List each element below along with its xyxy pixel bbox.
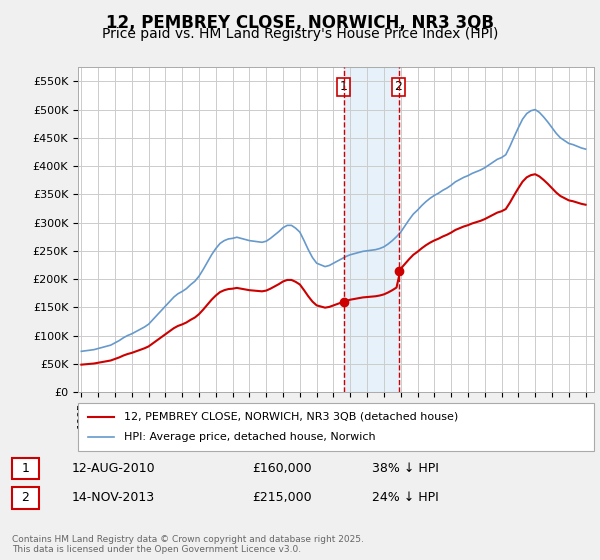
FancyBboxPatch shape xyxy=(12,458,39,479)
Text: 12, PEMBREY CLOSE, NORWICH, NR3 3QB (detached house): 12, PEMBREY CLOSE, NORWICH, NR3 3QB (det… xyxy=(124,412,458,422)
Text: 38% ↓ HPI: 38% ↓ HPI xyxy=(372,462,439,475)
Text: Price paid vs. HM Land Registry's House Price Index (HPI): Price paid vs. HM Land Registry's House … xyxy=(102,27,498,41)
Text: £215,000: £215,000 xyxy=(252,492,311,505)
Text: HPI: Average price, detached house, Norwich: HPI: Average price, detached house, Norw… xyxy=(124,432,376,442)
Text: 1: 1 xyxy=(340,80,348,93)
Text: 2: 2 xyxy=(395,80,403,93)
FancyBboxPatch shape xyxy=(12,487,39,508)
Text: 12-AUG-2010: 12-AUG-2010 xyxy=(72,462,155,475)
Bar xyxy=(344,67,398,392)
Text: £160,000: £160,000 xyxy=(252,462,311,475)
Text: Contains HM Land Registry data © Crown copyright and database right 2025.
This d: Contains HM Land Registry data © Crown c… xyxy=(12,535,364,554)
Text: 1: 1 xyxy=(21,462,29,475)
Text: 12, PEMBREY CLOSE, NORWICH, NR3 3QB: 12, PEMBREY CLOSE, NORWICH, NR3 3QB xyxy=(106,14,494,32)
Text: 24% ↓ HPI: 24% ↓ HPI xyxy=(372,492,439,505)
FancyBboxPatch shape xyxy=(78,403,594,451)
Text: 2: 2 xyxy=(21,492,29,505)
Text: 14-NOV-2013: 14-NOV-2013 xyxy=(72,492,155,505)
